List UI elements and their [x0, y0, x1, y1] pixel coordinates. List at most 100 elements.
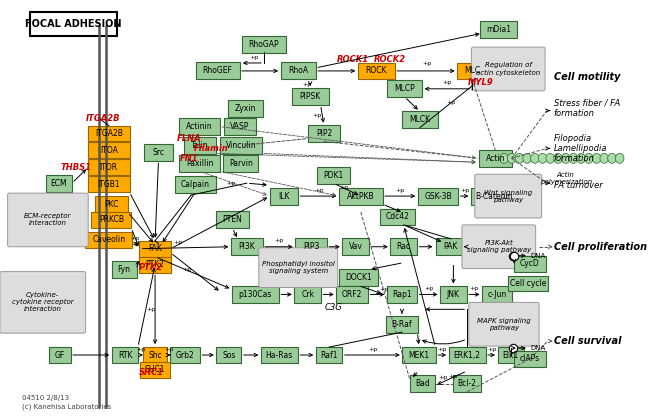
- FancyBboxPatch shape: [179, 118, 220, 135]
- Text: PIPSK: PIPSK: [300, 92, 321, 101]
- Circle shape: [538, 153, 547, 163]
- Circle shape: [530, 153, 539, 163]
- FancyBboxPatch shape: [95, 196, 128, 212]
- FancyBboxPatch shape: [85, 232, 133, 248]
- Text: MAPK signaling
pathway: MAPK signaling pathway: [477, 318, 531, 331]
- FancyBboxPatch shape: [261, 347, 298, 364]
- FancyBboxPatch shape: [88, 159, 130, 175]
- Text: +p: +p: [339, 185, 348, 190]
- FancyBboxPatch shape: [270, 188, 298, 204]
- Text: C3G: C3G: [324, 303, 343, 312]
- FancyBboxPatch shape: [380, 209, 415, 225]
- Text: CycD: CycD: [520, 259, 540, 268]
- Text: +p: +p: [130, 236, 139, 241]
- FancyBboxPatch shape: [339, 188, 383, 204]
- Circle shape: [508, 153, 516, 163]
- Text: Sos: Sos: [222, 351, 235, 359]
- Text: +p: +p: [380, 287, 389, 292]
- Text: ORF2: ORF2: [342, 290, 363, 299]
- FancyBboxPatch shape: [88, 143, 130, 158]
- FancyBboxPatch shape: [316, 347, 343, 364]
- Text: Caveolin: Caveolin: [92, 235, 125, 244]
- Text: PTEN: PTEN: [222, 215, 242, 224]
- Text: +p: +p: [460, 188, 469, 193]
- FancyBboxPatch shape: [402, 347, 436, 364]
- FancyBboxPatch shape: [216, 212, 249, 228]
- Text: Vav: Vav: [348, 242, 363, 251]
- FancyBboxPatch shape: [457, 63, 488, 79]
- Text: PDK1: PDK1: [323, 171, 343, 180]
- FancyBboxPatch shape: [142, 347, 168, 363]
- Text: B-Raf: B-Raf: [392, 320, 412, 329]
- Text: ILK: ILK: [278, 191, 289, 201]
- Text: Ha-Ras: Ha-Ras: [266, 351, 293, 359]
- Text: Wnt signaling
pathway: Wnt signaling pathway: [484, 189, 532, 203]
- Text: RhoGEF: RhoGEF: [203, 66, 233, 75]
- Circle shape: [616, 153, 624, 163]
- Text: RhoA: RhoA: [288, 66, 308, 75]
- Text: FOCAL ADHESION: FOCAL ADHESION: [25, 19, 122, 29]
- Text: Cell proliferation: Cell proliferation: [554, 242, 647, 252]
- Text: Rac: Rac: [396, 242, 411, 251]
- Text: +p: +p: [443, 80, 452, 85]
- Text: GF: GF: [55, 351, 65, 359]
- Text: Cell survival: Cell survival: [554, 336, 621, 346]
- Text: ECM-receptor
interaction: ECM-receptor interaction: [24, 213, 72, 227]
- FancyBboxPatch shape: [410, 375, 435, 392]
- Text: FLNA: FLNA: [177, 134, 201, 143]
- FancyBboxPatch shape: [482, 286, 512, 303]
- FancyBboxPatch shape: [112, 347, 138, 364]
- Text: Cytokine-
cytokine receptor
interaction: Cytokine- cytokine receptor interaction: [12, 292, 73, 313]
- Text: Src: Src: [153, 148, 164, 157]
- Text: Crk: Crk: [301, 290, 314, 299]
- Text: Actinin: Actinin: [187, 122, 213, 131]
- Text: +p: +p: [227, 181, 236, 186]
- Text: mDia1: mDia1: [486, 25, 512, 34]
- Text: MLCK: MLCK: [410, 115, 430, 124]
- FancyBboxPatch shape: [453, 375, 481, 392]
- Text: Stress fiber / FA
formation: Stress fiber / FA formation: [554, 99, 620, 118]
- Text: FAK: FAK: [148, 244, 162, 253]
- Text: +p: +p: [488, 347, 497, 352]
- Text: +p: +p: [437, 347, 447, 352]
- Text: Rap1: Rap1: [392, 290, 411, 299]
- FancyBboxPatch shape: [224, 118, 256, 135]
- FancyBboxPatch shape: [436, 238, 466, 255]
- FancyBboxPatch shape: [294, 286, 321, 303]
- FancyBboxPatch shape: [49, 347, 71, 364]
- Text: +p: +p: [424, 286, 434, 291]
- Text: DOCK1: DOCK1: [345, 273, 372, 282]
- FancyBboxPatch shape: [216, 347, 241, 364]
- Text: p130Cas: p130Cas: [239, 290, 272, 299]
- Text: Cell cycle: Cell cycle: [510, 279, 546, 288]
- Text: Regulation of
actin cytoskeleton: Regulation of actin cytoskeleton: [476, 62, 540, 76]
- Text: +p: +p: [313, 113, 322, 118]
- FancyBboxPatch shape: [386, 316, 418, 333]
- FancyBboxPatch shape: [259, 248, 337, 288]
- FancyBboxPatch shape: [184, 137, 216, 154]
- Text: SHC1: SHC1: [145, 365, 165, 375]
- Text: MEK1: MEK1: [409, 351, 430, 359]
- Circle shape: [523, 153, 532, 163]
- Text: Bcl-2: Bcl-2: [458, 379, 476, 388]
- FancyBboxPatch shape: [0, 272, 86, 333]
- Text: DNA: DNA: [530, 345, 546, 351]
- Text: +p: +p: [439, 375, 448, 380]
- Text: PI3K-Akt
signaling pathway: PI3K-Akt signaling pathway: [467, 240, 531, 253]
- Text: DNA: DNA: [530, 253, 546, 259]
- Text: Actin: Actin: [486, 154, 505, 163]
- Text: Filopodia
Lamellipodia
formation: Filopodia Lamellipodia formation: [554, 133, 607, 163]
- Text: PI3K: PI3K: [239, 242, 255, 251]
- Text: PTK2: PTK2: [139, 263, 163, 272]
- Text: MLCP: MLCP: [394, 84, 415, 93]
- Text: ITGB1: ITGB1: [98, 180, 120, 189]
- FancyBboxPatch shape: [474, 174, 541, 218]
- Text: ITOR: ITOR: [99, 163, 118, 172]
- Text: THBS1: THBS1: [60, 163, 92, 172]
- Text: +p: +p: [174, 240, 183, 245]
- Text: Zyxin: Zyxin: [235, 104, 255, 113]
- Text: JNK: JNK: [447, 290, 460, 299]
- Text: Elk1: Elk1: [502, 351, 519, 359]
- Text: +p: +p: [274, 238, 283, 243]
- Text: +p: +p: [146, 307, 155, 312]
